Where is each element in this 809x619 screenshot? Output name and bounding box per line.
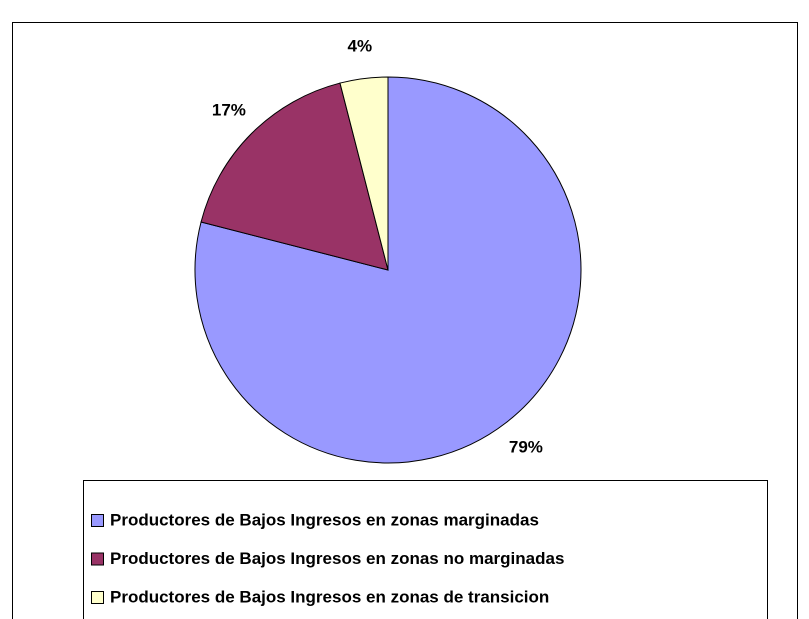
legend-swatch (91, 552, 104, 566)
pie-slice (339, 76, 389, 271)
legend-swatch (91, 591, 104, 604)
pie-slice (194, 76, 582, 464)
legend-label: Productores de Bajos Ingresos en zonas n… (110, 549, 564, 568)
legend-label: Productores de Bajos Ingresos en zonas m… (110, 510, 539, 529)
legend-box (83, 480, 768, 619)
data-label: 4% (348, 36, 373, 55)
legend-swatch (91, 514, 104, 527)
data-label: 79% (509, 437, 543, 456)
data-label: 17% (212, 100, 246, 119)
legend-label: Productores de Bajos Ingresos en zonas d… (110, 587, 549, 606)
pie-slice (200, 82, 389, 271)
